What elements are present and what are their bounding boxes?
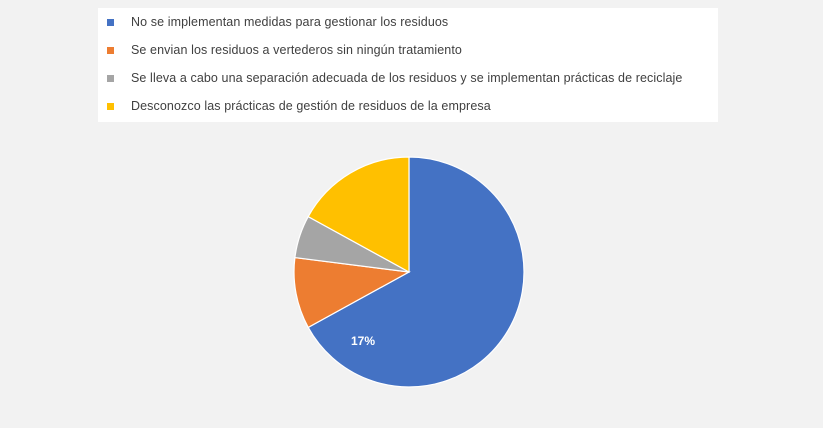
legend-label: No se implementan medidas para gestionar… (131, 15, 449, 29)
pie-slice (307, 156, 525, 388)
legend-item: Desconozco las prácticas de gestión de r… (98, 95, 491, 117)
legend-item: Se lleva a cabo una separación adecuada … (98, 67, 683, 89)
legend-label: Se envian los residuos a vertederos sin … (131, 43, 462, 57)
pie-slice (293, 256, 411, 329)
pie-data-label: 17% (351, 334, 375, 348)
legend-swatch (107, 74, 114, 82)
legend-swatch (107, 18, 114, 26)
pie-slice (307, 156, 410, 274)
legend-swatch (107, 102, 114, 110)
legend: No se implementan medidas para gestionar… (98, 8, 718, 122)
legend-item: No se implementan medidas para gestionar… (98, 11, 448, 33)
legend-label: Se lleva a cabo una separación adecuada … (131, 71, 683, 85)
legend-item: Se envian los residuos a vertederos sin … (98, 39, 462, 61)
legend-label: Desconozco las prácticas de gestión de r… (131, 99, 491, 113)
legend-swatch (107, 46, 114, 54)
